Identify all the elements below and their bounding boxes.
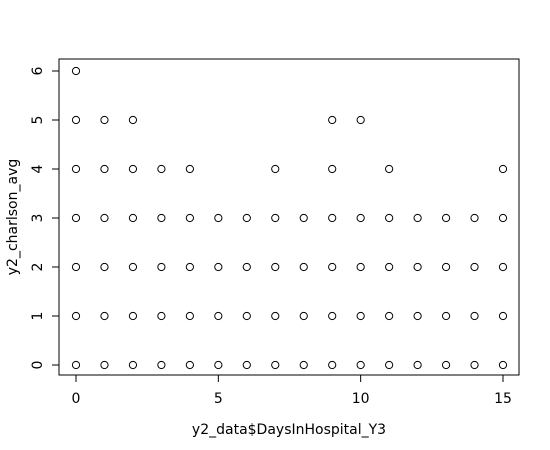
y-axis-title: y2_charlson_avg xyxy=(5,159,21,275)
data-point xyxy=(385,164,394,174)
data-point xyxy=(71,262,81,272)
data-point xyxy=(157,360,166,370)
y-tick-label: 4 xyxy=(30,164,46,173)
data-point xyxy=(413,360,422,370)
data-point xyxy=(328,115,337,125)
data-point xyxy=(441,262,451,272)
data-point xyxy=(71,164,81,174)
data-point xyxy=(470,360,479,370)
data-point xyxy=(214,213,223,223)
data-point xyxy=(100,115,109,125)
x-tick-label: 10 xyxy=(352,391,370,407)
data-point xyxy=(328,164,337,174)
data-point xyxy=(185,213,194,223)
data-point xyxy=(498,311,508,321)
data-point xyxy=(328,311,337,321)
data-point xyxy=(157,213,166,223)
data-point xyxy=(242,213,251,223)
data-point xyxy=(214,311,223,321)
data-point xyxy=(71,115,81,125)
data-point xyxy=(356,262,365,272)
data-point xyxy=(157,311,166,321)
data-point xyxy=(185,262,194,272)
data-point xyxy=(385,213,394,223)
data-point xyxy=(441,311,451,321)
data-point xyxy=(470,213,479,223)
data-point xyxy=(71,213,81,223)
data-point xyxy=(356,213,365,223)
data-point xyxy=(271,262,280,272)
data-point xyxy=(385,311,394,321)
data-point xyxy=(100,311,109,321)
data-point xyxy=(100,213,109,223)
data-point xyxy=(413,311,422,321)
data-point xyxy=(128,262,138,272)
data-point xyxy=(413,213,422,223)
x-tick-label: 0 xyxy=(72,391,81,407)
data-point xyxy=(128,115,138,125)
data-point xyxy=(128,360,138,370)
data-point xyxy=(100,262,109,272)
data-point xyxy=(385,262,394,272)
data-point xyxy=(356,360,365,370)
x-axis-title: y2_data$DaysInHospital_Y3 xyxy=(192,422,386,438)
data-point xyxy=(498,360,508,370)
data-point xyxy=(185,311,194,321)
data-point xyxy=(299,311,308,321)
y-axis: 0 1 2 3 4 5 6 xyxy=(30,66,60,370)
y-tick-label: 3 xyxy=(30,214,46,223)
data-point xyxy=(328,360,337,370)
data-point xyxy=(413,262,422,272)
data-point xyxy=(71,311,81,321)
data-point xyxy=(100,164,109,174)
data-point xyxy=(271,311,280,321)
data-point xyxy=(185,360,194,370)
data-point xyxy=(470,262,479,272)
data-point xyxy=(157,262,166,272)
data-point xyxy=(100,360,109,370)
x-axis: 0 5 10 15 xyxy=(72,374,512,407)
points-layer xyxy=(71,66,508,370)
data-point xyxy=(328,262,337,272)
data-point xyxy=(242,311,251,321)
data-point xyxy=(271,164,280,174)
data-point xyxy=(441,213,451,223)
data-point xyxy=(385,360,394,370)
y-tick-label: 1 xyxy=(30,312,46,321)
data-point xyxy=(157,164,166,174)
data-point xyxy=(242,262,251,272)
data-point xyxy=(441,360,451,370)
data-point xyxy=(356,115,365,125)
data-point xyxy=(356,311,365,321)
data-point xyxy=(71,360,81,370)
y-tick-label: 2 xyxy=(30,263,46,272)
data-point xyxy=(71,66,81,76)
data-point xyxy=(470,311,479,321)
data-point xyxy=(128,164,138,174)
data-point xyxy=(328,213,337,223)
data-point xyxy=(299,360,308,370)
data-point xyxy=(214,360,223,370)
x-tick-label: 5 xyxy=(214,391,223,407)
data-point xyxy=(128,311,138,321)
data-point xyxy=(271,213,280,223)
data-point xyxy=(185,164,194,174)
y-tick-label: 0 xyxy=(30,361,46,370)
y-tick-label: 5 xyxy=(30,116,46,125)
data-point xyxy=(498,262,508,272)
data-point xyxy=(299,262,308,272)
data-point xyxy=(271,360,280,370)
data-point xyxy=(214,262,223,272)
y-tick-label: 6 xyxy=(30,66,46,75)
x-tick-label: 15 xyxy=(494,391,512,407)
data-point xyxy=(498,164,508,174)
data-point xyxy=(498,213,508,223)
data-point xyxy=(242,360,251,370)
data-point xyxy=(128,213,138,223)
data-point xyxy=(299,213,308,223)
